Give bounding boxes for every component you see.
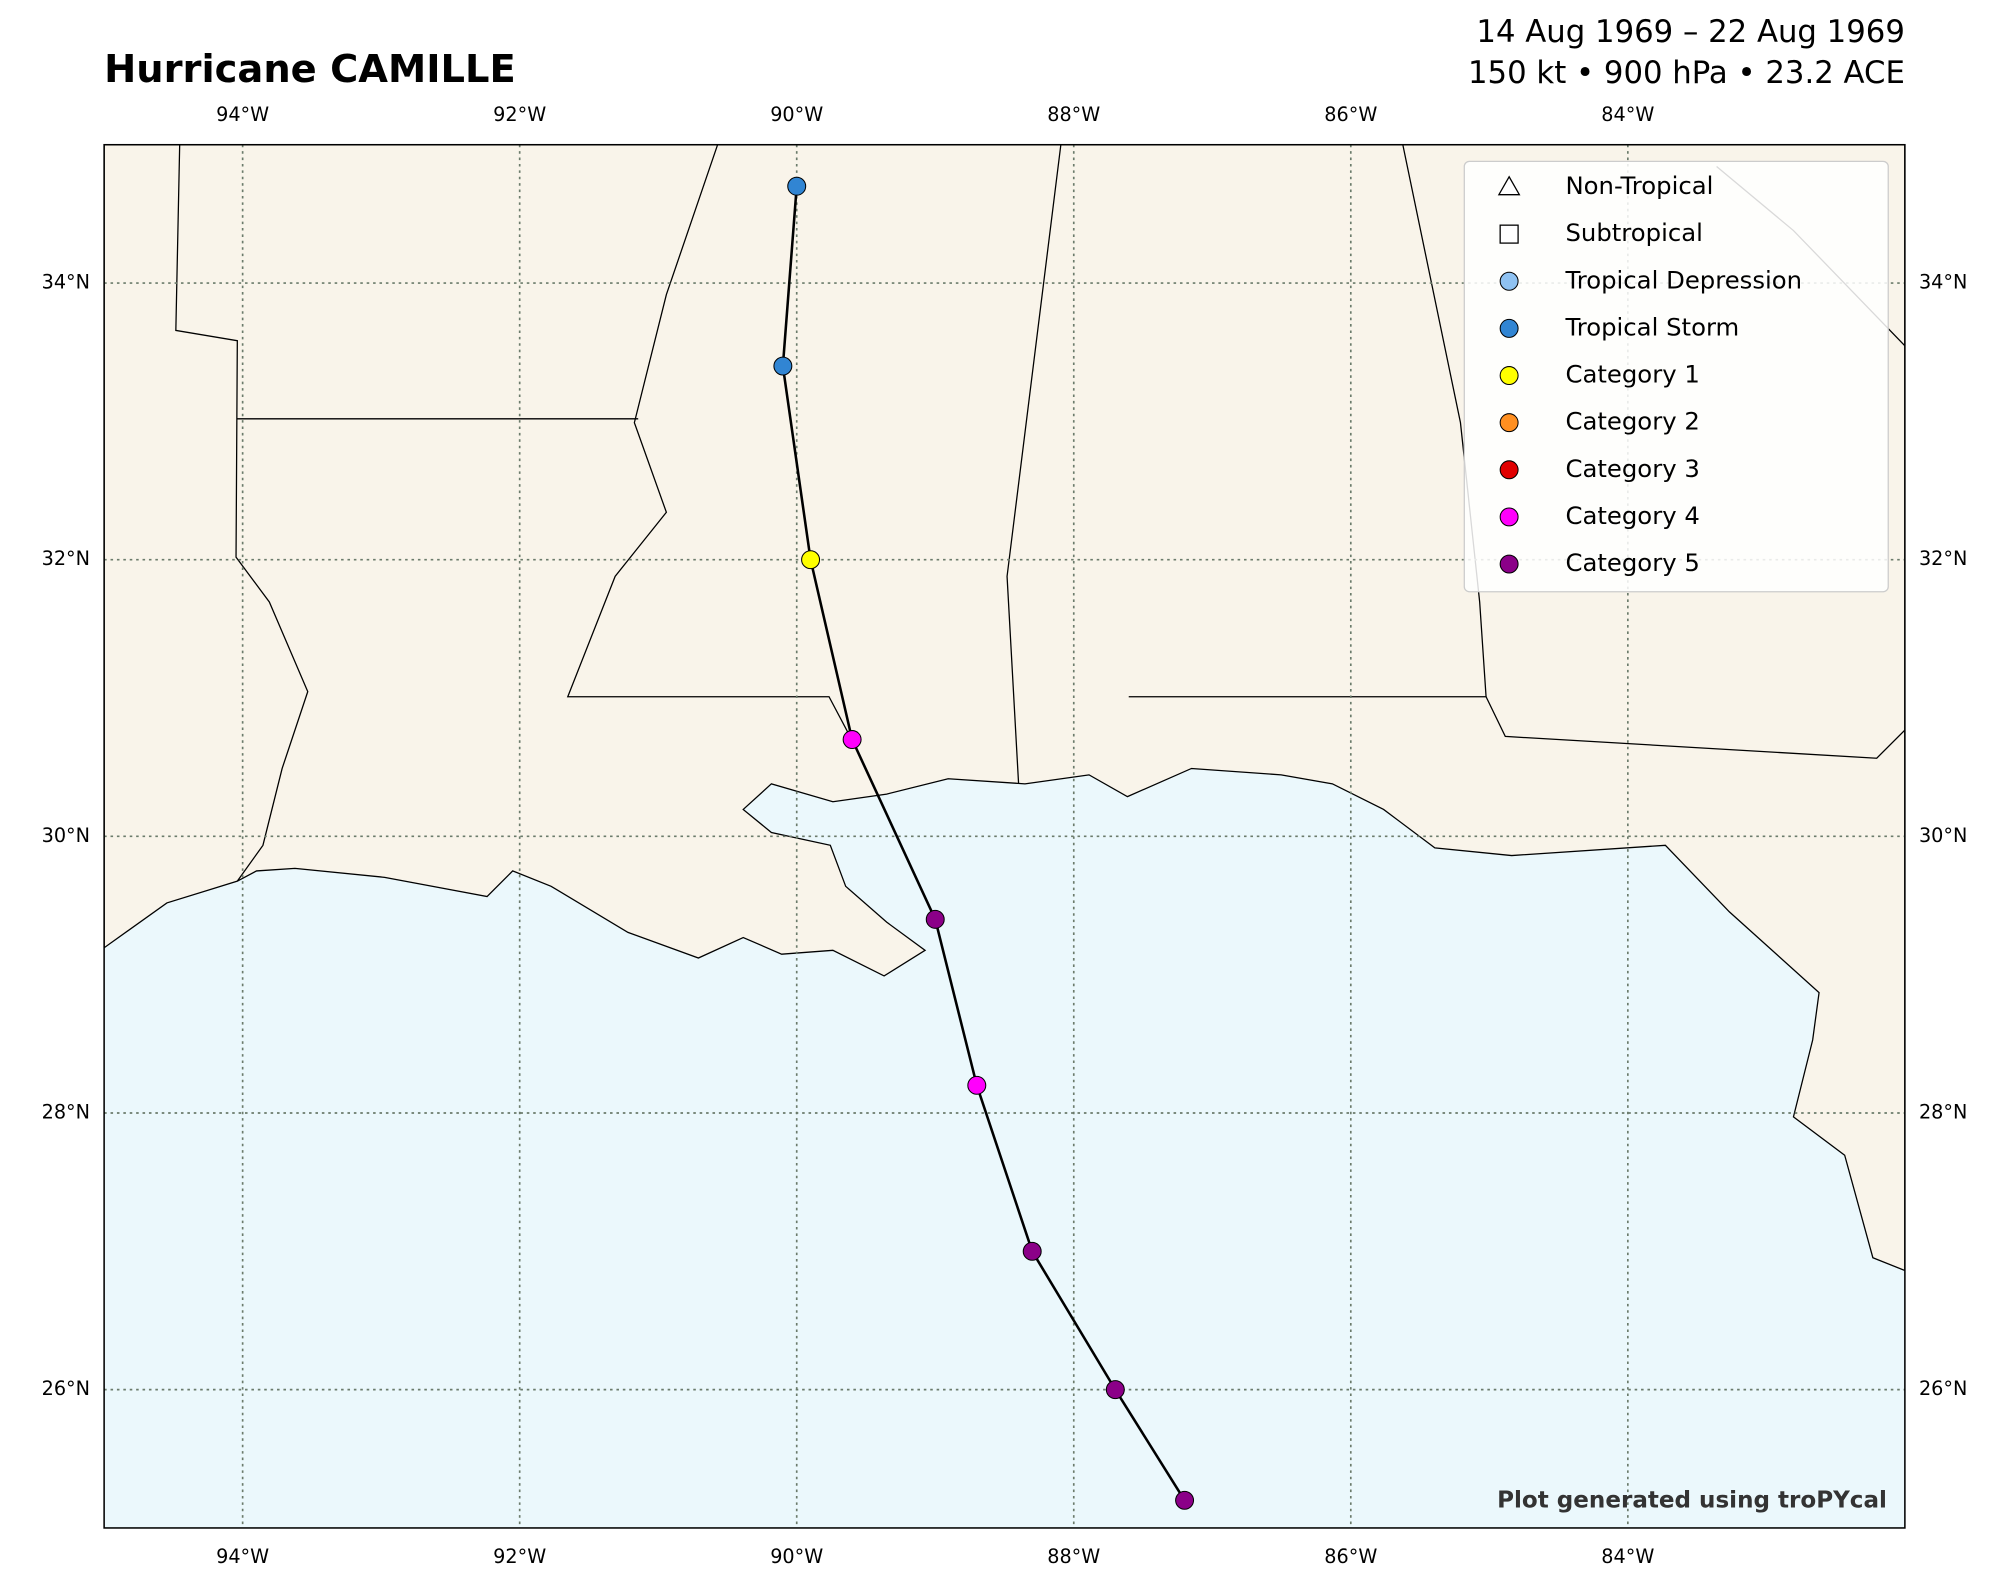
legend-marker <box>1499 507 1519 527</box>
y-tick-label: 26°N <box>42 1377 90 1400</box>
x-tick-label: 92°W <box>493 1545 546 1568</box>
subtitle: 14 Aug 1969 – 22 Aug 1969 <box>1476 14 1904 50</box>
legend-marker <box>1499 271 1519 291</box>
legend-label: Category 3 <box>1565 454 1699 483</box>
legend-marker <box>1499 413 1519 433</box>
legend-marker <box>1499 460 1519 480</box>
track-point <box>787 176 807 196</box>
credit: Plot generated using troPYcal <box>1497 1488 1887 1514</box>
x-tick-label: 94°W <box>216 1545 269 1568</box>
x-tick-label: 86°W <box>1324 1545 1377 1568</box>
legend-marker <box>1499 366 1519 386</box>
track-point <box>773 356 793 376</box>
x-tick-label: 88°W <box>1047 103 1100 126</box>
track-point <box>1105 1380 1125 1400</box>
x-tick-label: 84°W <box>1601 1545 1654 1568</box>
legend-label: Category 5 <box>1565 548 1699 577</box>
y-tick-label: 26°N <box>1919 1377 1967 1400</box>
legend-label: Tropical Storm <box>1564 312 1739 341</box>
legend-marker <box>1499 554 1519 574</box>
track-point <box>1175 1490 1195 1510</box>
title: Hurricane CAMILLE <box>104 47 516 92</box>
track-point <box>842 730 862 749</box>
track-point <box>925 909 945 929</box>
legend-box <box>1463 160 1889 593</box>
x-tick-label: 88°W <box>1047 1545 1100 1568</box>
y-tick-label: 32°N <box>42 547 90 570</box>
legend-label: Category 1 <box>1565 360 1699 389</box>
x-tick-label: 92°W <box>493 103 546 126</box>
y-tick-label: 28°N <box>42 1100 90 1123</box>
y-tick-label: 30°N <box>42 824 90 847</box>
x-tick-label: 86°W <box>1324 103 1377 126</box>
x-tick-label: 94°W <box>216 103 269 126</box>
legend-marker <box>1499 318 1519 338</box>
legend-marker <box>1497 175 1521 196</box>
y-tick-label: 34°N <box>1919 271 1967 294</box>
track-point <box>801 550 821 570</box>
legend-label: Non-Tropical <box>1565 171 1713 200</box>
y-tick-label: 34°N <box>42 271 90 294</box>
subtitle: 150 kt • 900 hPa • 23.2 ACE <box>1468 55 1905 91</box>
track-point <box>967 1075 987 1095</box>
x-tick-label: 84°W <box>1601 103 1654 126</box>
legend: Non-Tropical Subtropical Tropical Depressi… <box>1463 160 1889 593</box>
frame <box>103 143 1906 1529</box>
legend-marker <box>1499 224 1519 244</box>
legend-label: Tropical Depression <box>1564 265 1802 294</box>
track-point <box>1022 1241 1042 1261</box>
y-tick-label: 32°N <box>1919 547 1967 570</box>
legend-label: Subtropical <box>1565 218 1702 247</box>
y-tick-label: 28°N <box>1919 1100 1967 1123</box>
land <box>104 144 1905 1272</box>
track <box>773 176 1195 1510</box>
legend-label: Category 2 <box>1565 407 1699 436</box>
x-tick-label: 90°W <box>770 1545 823 1568</box>
y-tick-label: 30°N <box>1919 824 1967 847</box>
legend-label: Category 4 <box>1565 501 1699 530</box>
x-tick-label: 90°W <box>770 103 823 126</box>
